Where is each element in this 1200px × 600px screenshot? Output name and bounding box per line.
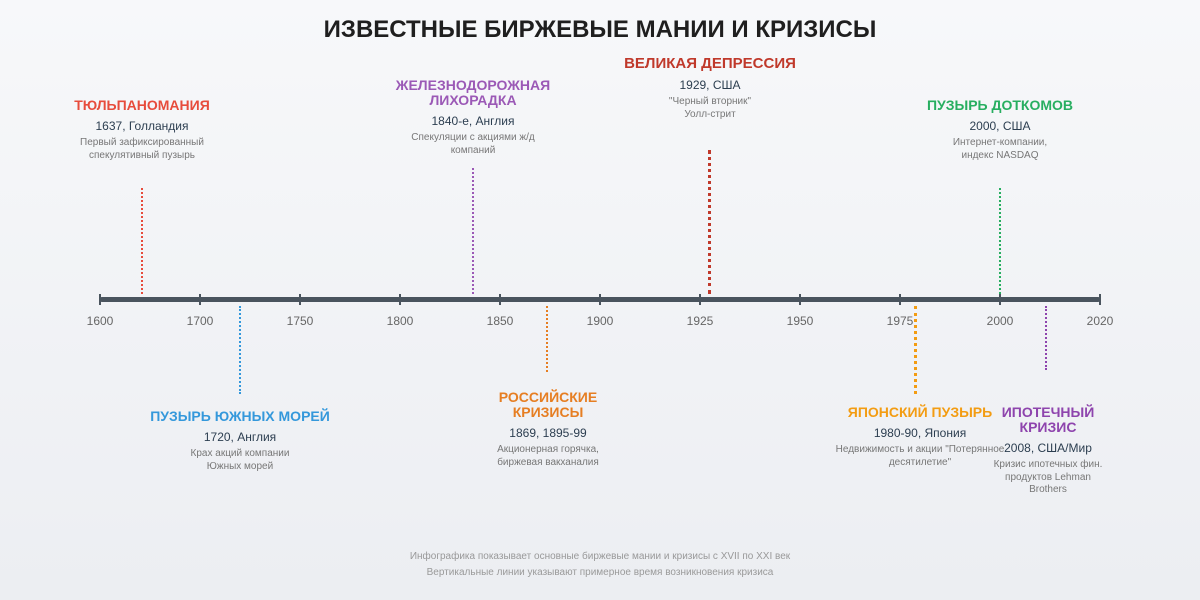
axis-tick (999, 294, 1001, 305)
event-mortgage: ИПОТЕЧНЫЙ КРИЗИС 2008, США/Мир Кризис ип… (988, 405, 1108, 497)
event-japan: ЯПОНСКИЙ ПУЗЫРЬ 1980-90, Япония Недвижим… (820, 405, 1020, 469)
axis-tick-label: 1600 (86, 314, 114, 328)
marker-line-southsea (239, 306, 241, 394)
event-title: ПУЗЫРЬ ДОТКОМОВ (926, 97, 1074, 113)
axis-tick (1099, 294, 1101, 305)
marker-line-depression (708, 150, 711, 294)
event-date: 1929, США (679, 78, 741, 92)
event-description: "Черный вторник" Уолл-стрит (668, 96, 752, 120)
event-southsea: ПУЗЫРЬ ЮЖНЫХ МОРЕЙ 1720, Англия Крах акц… (140, 409, 340, 473)
axis-tick (299, 294, 301, 305)
marker-line-tulip (141, 188, 143, 294)
axis-tick (599, 294, 601, 305)
event-tulip: ТЮЛЬПАНОМАНИЯ 1637, Голландия Первый заф… (42, 98, 242, 162)
event-title: ПУЗЫРЬ ЮЖНЫХ МОРЕЙ (150, 408, 330, 424)
event-title: ИПОТЕЧНЫЙ КРИЗИС (1001, 404, 1095, 435)
axis-tick-label: 1975 (886, 314, 914, 328)
event-date: 2008, США/Мир (1004, 441, 1092, 455)
event-russian: РОССИЙСКИЕ КРИЗИСЫ 1869, 1895-99 Акционе… (448, 390, 648, 469)
axis-tick (799, 294, 801, 305)
axis-tick-label: 1950 (786, 314, 814, 328)
event-title: ВЕЛИКАЯ ДЕПРЕССИЯ (624, 55, 796, 72)
axis-tick-label: 2020 (1086, 314, 1114, 328)
event-depression: ВЕЛИКАЯ ДЕПРЕССИЯ 1929, США "Черный втор… (580, 56, 840, 121)
marker-line-russian (546, 306, 548, 372)
event-description: Первый зафиксированный спекулятивный пуз… (80, 137, 204, 161)
page-title: ИЗВЕСТНЫЕ БИРЖЕВЫЕ МАНИИ И КРИЗИСЫ (323, 16, 877, 43)
marker-line-mortgage (1045, 306, 1047, 370)
event-description: Интернет-компании, индекс NASDAQ (952, 137, 1048, 161)
event-date: 1869, 1895-99 (509, 426, 587, 440)
marker-line-dotcom (999, 188, 1001, 294)
axis-tick (699, 294, 701, 305)
marker-line-japan (914, 306, 917, 394)
axis-tick (499, 294, 501, 305)
event-title: РОССИЙСКИЕ КРИЗИСЫ (498, 389, 598, 420)
axis-tick-label: 1925 (686, 314, 714, 328)
footer-line: Вертикальные линии указывают примерное в… (426, 567, 774, 578)
event-date: 1840-е, Англия (431, 114, 515, 128)
axis-tick (199, 294, 201, 305)
footer-line: Инфографика показывает основные биржевые… (409, 551, 791, 562)
axis-tick-label: 1850 (486, 314, 514, 328)
event-description: Недвижимость и акции "Потерянное десятил… (835, 444, 1005, 468)
event-title: ЯПОНСКИЙ ПУЗЫРЬ (847, 404, 993, 420)
event-date: 1980-90, Япония (873, 426, 967, 440)
axis-tick (399, 294, 401, 305)
event-description: Крах акций компании Южных морей (190, 448, 290, 472)
event-description: Спекуляции с акциями ж/д компаний (411, 132, 535, 156)
event-date: 1720, Англия (203, 430, 277, 444)
event-date: 1637, Голландия (95, 119, 189, 133)
event-railway: ЖЕЛЕЗНОДОРОЖНАЯ ЛИХОРАДКА 1840-е, Англия… (373, 78, 573, 157)
event-dotcom: ПУЗЫРЬ ДОТКОМОВ 2000, США Интернет-компа… (900, 98, 1100, 162)
event-date: 2000, США (969, 119, 1031, 133)
marker-line-railway (472, 168, 474, 294)
event-description: Кризис ипотечных фин. продуктов Lehman B… (993, 459, 1103, 495)
axis-tick-label: 1800 (386, 314, 414, 328)
event-title: ТЮЛЬПАНОМАНИЯ (74, 97, 210, 113)
axis-tick-label: 2000 (986, 314, 1014, 328)
event-title: ЖЕЛЕЗНОДОРОЖНАЯ ЛИХОРАДКА (395, 77, 551, 108)
axis-tick (99, 294, 101, 305)
axis-tick-label: 1900 (586, 314, 614, 328)
axis-tick-label: 1750 (286, 314, 314, 328)
footer-note: Инфографика показывает основные биржевые… (0, 549, 1200, 581)
axis-tick (899, 294, 901, 305)
axis-tick-label: 1700 (186, 314, 214, 328)
event-description: Акционерная горячка, биржевая вакханалия (497, 444, 599, 468)
